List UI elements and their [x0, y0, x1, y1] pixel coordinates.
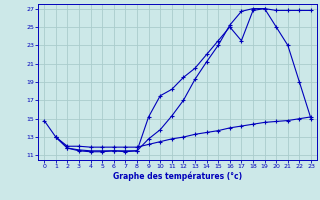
X-axis label: Graphe des températures (°c): Graphe des températures (°c) [113, 172, 242, 181]
